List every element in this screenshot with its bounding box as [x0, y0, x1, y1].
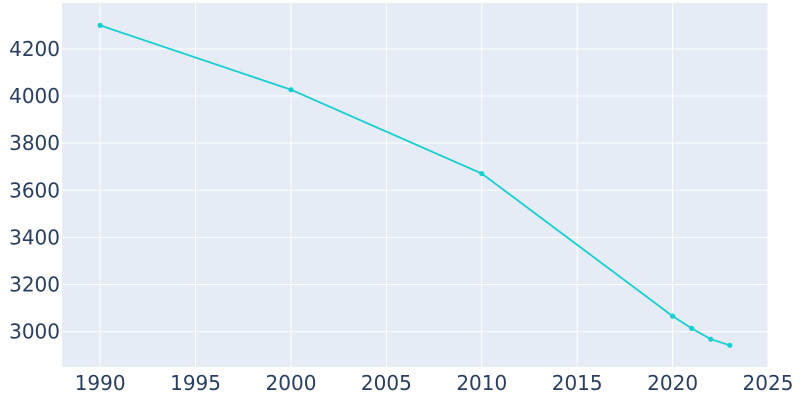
plot-background: [62, 3, 768, 367]
data-point: [669, 313, 676, 319]
y-tick-label: 3200: [9, 273, 60, 297]
data-point: [97, 22, 103, 28]
x-tick-label: 2000: [266, 371, 317, 395]
y-axis-ticks: 3000 3200 3400 3600 3800 4000 4200: [9, 37, 60, 344]
data-point: [479, 170, 485, 177]
x-tick-label: 1990: [75, 371, 126, 395]
x-tick-label: 2025: [743, 371, 794, 395]
data-point: [288, 87, 294, 93]
y-tick-label: 4200: [9, 37, 60, 61]
y-tick-label: 3600: [9, 178, 60, 202]
x-tick-label: 2015: [552, 371, 603, 395]
data-point: [689, 325, 695, 331]
x-tick-label: 2020: [647, 371, 698, 395]
x-axis-ticks: 1990 1995 2000 2005 2010 2015 2020 2025: [75, 371, 794, 395]
data-points: [97, 22, 733, 348]
y-tick-label: 3000: [9, 320, 60, 344]
data-point: [727, 342, 733, 348]
x-tick-label: 2005: [361, 371, 412, 395]
x-tick-label: 2010: [456, 371, 507, 395]
y-tick-label: 3400: [9, 225, 60, 249]
y-tick-label: 4000: [9, 84, 60, 108]
x-tick-label: 1995: [170, 371, 221, 395]
y-tick-label: 3800: [9, 131, 60, 155]
grid-lines: [62, 3, 769, 367]
data-point: [708, 336, 714, 342]
